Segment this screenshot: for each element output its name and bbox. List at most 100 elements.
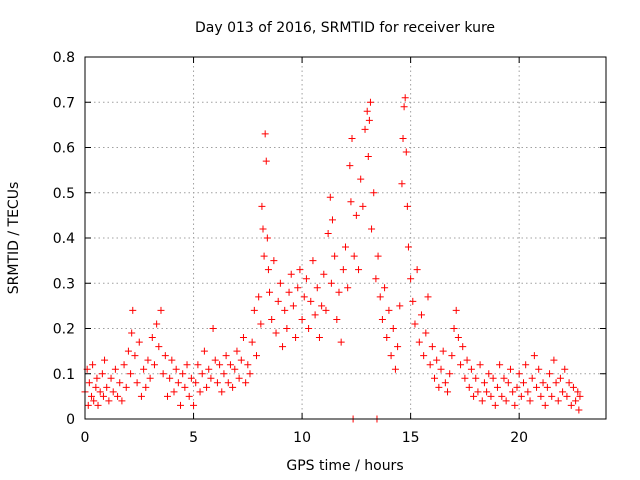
y-axis-label: SRMTID / TECUs [6,182,22,295]
data-point [401,94,409,102]
data-point [528,374,536,382]
data-point [407,275,415,283]
data-point [89,361,97,369]
data-point [307,297,315,305]
data-point [315,334,323,342]
data-point [185,392,193,400]
data-point [352,211,360,219]
data-point [383,334,391,342]
data-point [368,225,376,233]
data-point [166,374,174,382]
data-point [296,266,304,274]
data-point [168,356,176,364]
data-point [157,306,165,314]
data-point [337,338,345,346]
data-point [424,293,432,301]
data-point [391,365,399,373]
data-point [535,365,543,373]
data-point [506,365,514,373]
data-point [556,374,564,382]
data-point [177,401,185,409]
y-tick-label: 0.3 [53,276,75,292]
data-point [187,374,195,382]
data-point [575,406,583,414]
data-point [359,202,367,210]
data-point [326,193,334,201]
data-point [465,383,473,391]
data-point [483,388,491,396]
data-point [431,374,439,382]
data-point [133,379,141,387]
data-point [342,243,349,251]
data-point [550,356,558,364]
data-point [259,225,267,233]
data-point [266,288,274,296]
data-point [155,343,163,351]
data-point [413,266,421,274]
y-tick-label: 0.4 [53,231,75,247]
data-point [311,311,319,319]
data-point [181,383,189,391]
data-point [224,379,232,387]
data-point [409,297,417,305]
data-point [539,379,547,387]
data-point [333,315,341,323]
x-tick-label: 10 [293,430,311,446]
data-point [426,361,434,369]
data-point [255,293,263,301]
data-point [270,257,278,265]
data-point [378,315,386,323]
data-point [509,388,517,396]
data-point [569,383,577,391]
data-point [252,352,260,360]
data-point [183,361,191,369]
data-point [428,343,436,351]
data-point [222,352,230,360]
data-point [96,388,104,396]
data-point [364,153,372,161]
data-point [226,361,234,369]
data-point [213,379,221,387]
data-point [268,315,276,323]
data-point [105,397,113,405]
data-point [205,365,213,373]
data-point [552,379,560,387]
data-point [361,125,369,133]
data-point [452,306,460,314]
data-point [548,392,556,400]
data-point [127,370,135,378]
data-point [120,361,128,369]
data-point [500,374,508,382]
y-tick-label: 0.1 [53,367,75,383]
data-point [485,370,493,378]
chart-title: Day 013 of 2016, SRMTID for receiver kur… [195,20,495,36]
data-point [370,189,378,197]
data-point [572,397,580,405]
data-point [331,252,339,260]
data-point [122,383,130,391]
data-point [146,374,154,382]
data-point [511,401,519,409]
data-point [546,370,554,378]
data-point [402,148,410,156]
data-point [450,325,458,332]
data-point [313,284,321,292]
data-point [328,216,336,224]
data-point [101,356,109,364]
data-point [258,202,266,210]
data-point [150,361,158,369]
data-point [399,134,407,142]
data-point [272,329,280,337]
data-point [420,352,428,360]
data-point [350,252,358,260]
data-point [257,320,265,328]
data-point [246,370,254,378]
data-point [487,392,495,400]
data-point [200,347,208,355]
data-point [435,383,443,391]
data-point [543,383,551,391]
data-points [81,94,584,423]
data-point [498,392,506,400]
data-point [389,325,397,332]
data-point [411,320,419,328]
